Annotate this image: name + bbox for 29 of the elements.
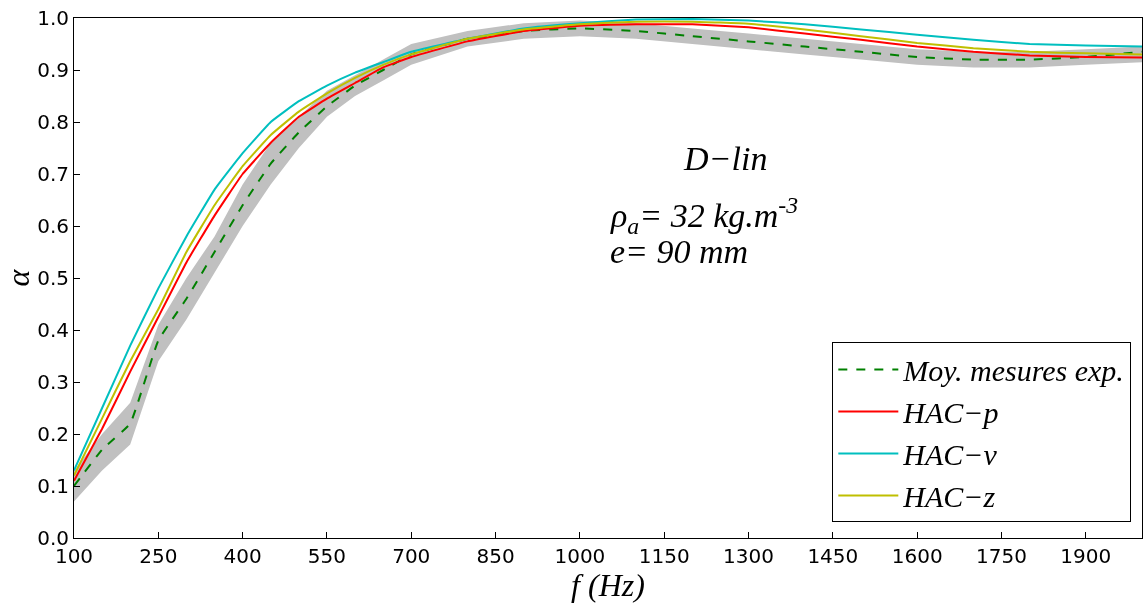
x-tick-label: 250 (139, 544, 178, 568)
y-tick-label: 0.3 (37, 370, 69, 394)
y-tick-label: 0.9 (37, 58, 69, 82)
y-axis-title: α (0, 268, 36, 287)
legend-label: HAC−v (902, 438, 998, 472)
x-tick-label: 1750 (976, 544, 1027, 568)
y-tick-label: 1.0 (37, 6, 69, 30)
y-tick-label: 0.5 (37, 266, 69, 290)
legend-label: HAC−z (902, 480, 996, 514)
x-tick-label: 1450 (807, 544, 859, 568)
x-tick-label: 1600 (891, 544, 943, 568)
y-tick-label: 0.6 (37, 214, 69, 238)
y-tick-label: 0.1 (37, 474, 69, 498)
x-axis-title: f (Hz) (571, 567, 645, 603)
x-tick-label: 1000 (554, 544, 606, 568)
y-tick-label: 0.4 (37, 318, 69, 342)
x-tick-label: 1150 (638, 544, 690, 568)
legend-label: HAC−p (902, 396, 999, 430)
x-tick-label: 850 (476, 544, 515, 568)
x-tick-label: 700 (392, 544, 431, 568)
x-tick-label: 1900 (1060, 544, 1112, 568)
y-tick-label: 0.7 (37, 162, 69, 186)
legend-label: Moy. mesures exp. (902, 354, 1124, 388)
y-tick-label: 0.8 (37, 110, 69, 134)
annotation: D−lin (683, 140, 768, 177)
y-tick-label: 0.2 (37, 422, 69, 446)
x-tick-label: 400 (223, 544, 262, 568)
x-tick-label: 1300 (723, 544, 774, 568)
x-tick-label: 550 (307, 544, 347, 568)
